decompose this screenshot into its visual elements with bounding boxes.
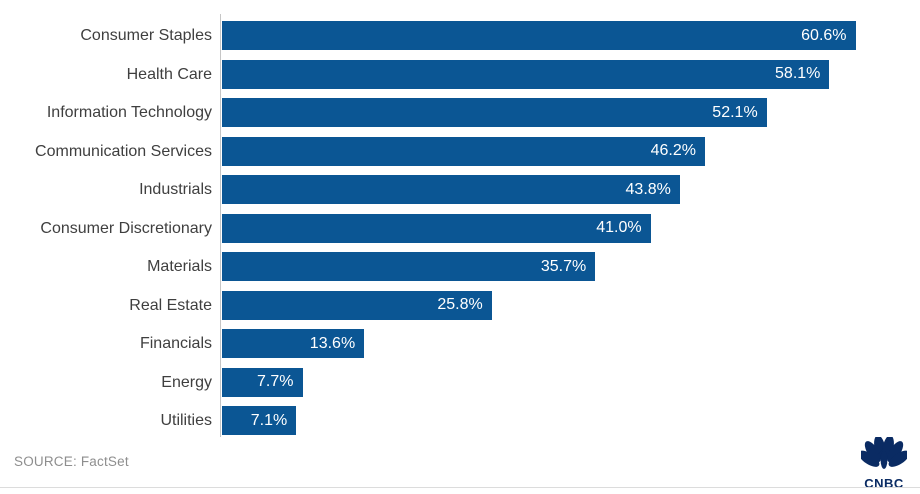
bar-row: Industrials 43.8% [0, 175, 910, 204]
plot-area: 13.6% [220, 329, 910, 358]
bar: 13.6% [222, 329, 365, 358]
bar-row: Materials 35.7% [0, 252, 910, 281]
bar-row: Consumer Staples 60.6% [0, 21, 910, 50]
bar-row: Energy 7.7% [0, 367, 910, 397]
value-label: 7.1% [250, 411, 288, 429]
source-label: SOURCE: FactSet [14, 454, 129, 469]
bar-rows: Consumer Staples 60.6% Health Care 58.1% Inf… [0, 21, 910, 435]
category-label: Information Technology [46, 104, 212, 121]
plot-area: 43.8% [220, 175, 910, 204]
plot-area: 25.8% [220, 290, 910, 320]
category-label: Industrials [139, 181, 212, 198]
bar-row: Health Care 58.1% [0, 59, 910, 89]
bar: 7.1% [222, 406, 297, 435]
value-label: 25.8% [437, 296, 483, 313]
bottom-divider [0, 487, 920, 488]
category-label: Consumer Discretionary [40, 219, 212, 237]
category-label: Real Estate [129, 296, 212, 314]
value-label: 46.2% [650, 142, 696, 159]
plot-area: 7.1% [220, 406, 910, 435]
plot-area: 7.7% [220, 367, 910, 397]
value-label: 41.0% [596, 219, 642, 236]
bar-row: Information Technology 52.1% [0, 98, 910, 127]
bar: 41.0% [222, 213, 651, 243]
category-label: Consumer Staples [80, 27, 212, 44]
category-label: Materials [147, 258, 212, 275]
plot-area: 60.6% [220, 21, 910, 50]
value-label: 58.1% [775, 65, 821, 82]
plot-area: 41.0% [220, 213, 910, 243]
bar: 35.7% [222, 252, 596, 281]
bar-row: Communication Services 46.2% [0, 136, 910, 166]
category-label: Health Care [126, 65, 212, 83]
plot-area: 35.7% [220, 252, 910, 281]
bar: 7.7% [222, 367, 303, 397]
value-label: 13.6% [309, 334, 356, 352]
bar: 52.1% [222, 98, 767, 127]
category-label: Utilities [160, 412, 212, 429]
bar: 58.1% [222, 59, 830, 89]
y-axis-line [220, 14, 221, 437]
value-label: 35.7% [540, 257, 587, 275]
bar-row: Utilities 7.1% [0, 406, 910, 435]
bar-row: Financials 13.6% [0, 329, 910, 358]
value-label: 52.1% [712, 103, 758, 121]
cnbc-logo: CNBC [855, 435, 913, 491]
cnbc-wordmark: CNBC [864, 476, 904, 491]
plot-area: 46.2% [220, 136, 910, 166]
value-label: 60.6% [801, 26, 847, 44]
bar: 43.8% [222, 175, 680, 204]
bar: 25.8% [222, 290, 492, 320]
plot-area: 52.1% [220, 98, 910, 127]
cnbc-peacock-icon [858, 435, 910, 469]
bar-row: Consumer Discretionary 41.0% [0, 213, 910, 243]
plot-area: 58.1% [220, 59, 910, 89]
value-label: 43.8% [625, 180, 671, 198]
category-label: Financials [139, 335, 212, 352]
value-label: 7.7% [257, 373, 294, 390]
category-label: Communication Services [35, 142, 212, 160]
category-label: Energy [161, 373, 212, 391]
bar: 60.6% [222, 21, 856, 50]
bar: 46.2% [222, 136, 705, 166]
bar-row: Real Estate 25.8% [0, 290, 910, 320]
